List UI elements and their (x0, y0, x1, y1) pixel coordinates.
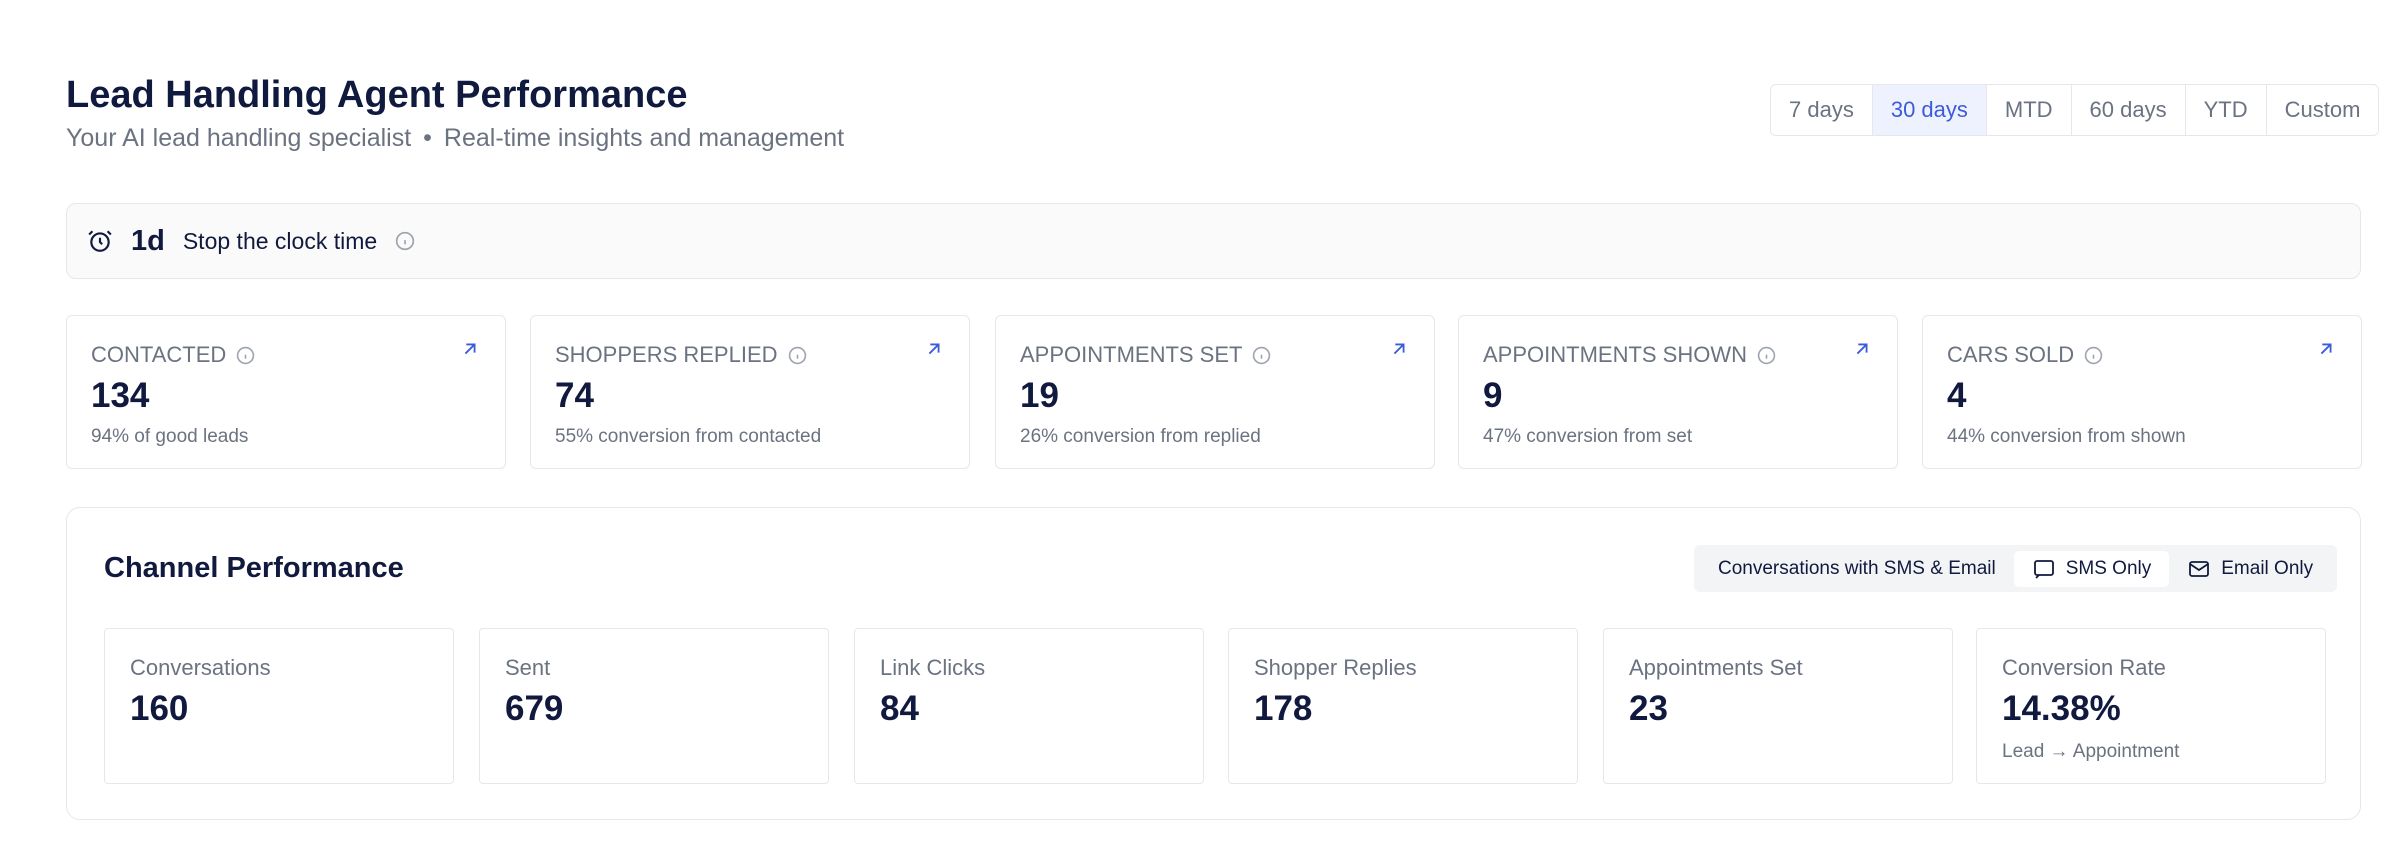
info-icon[interactable] (1252, 346, 1271, 365)
toggle-option[interactable]: Conversations with SMS & Email (1700, 551, 2014, 587)
stat-note: Lead → Appointment (2002, 741, 2180, 762)
subtitle: Your AI lead handling specialist • Real-ti… (66, 124, 844, 153)
stat-value: 23 (1629, 689, 1668, 728)
section-title: Channel Performance (104, 552, 404, 584)
stat-card: Link Clicks 84 (854, 628, 1204, 784)
stat-card: Shopper Replies 178 (1228, 628, 1578, 784)
period-button[interactable]: MTD (1987, 85, 2072, 135)
stat-card: Conversion Rate 14.38% Lead → Appointment (1976, 628, 2326, 784)
clock-label: Stop the clock time (182, 227, 378, 254)
metric-note: 26% conversion from replied (1020, 426, 1261, 447)
stat-value: 14.38% (2002, 689, 2121, 728)
metric-value: 9 (1483, 376, 1503, 415)
metric-value: 74 (555, 376, 594, 415)
toggle-label: Email Only (2221, 557, 2314, 579)
metric-note: 55% conversion from contacted (555, 426, 822, 447)
metric-value: 19 (1020, 376, 1059, 415)
metric-card: APPOINTMENTS SHOWN 9 47% conversion from s… (1458, 315, 1898, 469)
info-icon[interactable] (236, 346, 255, 365)
channel-icon (2033, 559, 2054, 579)
info-icon[interactable] (788, 346, 807, 365)
open-link-icon[interactable] (1388, 338, 1410, 360)
toggle-option[interactable]: Email Only (2169, 551, 2331, 587)
page-title: Lead Handling Agent Performance (66, 74, 688, 116)
metric-label-row: CONTACTED (91, 342, 481, 368)
metric-label-row: APPOINTMENTS SET (1020, 342, 1410, 368)
channel-toggle: Conversations with SMS & Email SMS Only Em… (1694, 545, 2338, 592)
metric-card: CONTACTED 134 94% of good leads (66, 315, 506, 469)
metric-label: CONTACTED (91, 342, 227, 367)
period-button[interactable]: 60 days (2072, 85, 2186, 135)
open-link-icon[interactable] (459, 338, 481, 360)
metric-card: APPOINTMENTS SET 19 26% conversion from re… (995, 315, 1435, 469)
metric-label-row: SHOPPERS REPLIED (555, 342, 945, 368)
period-selector: 7 days 30 days MTD 60 days YTD Custom (1770, 84, 2380, 136)
period-button[interactable]: Custom (2284, 97, 2361, 122)
stat-value: 84 (880, 689, 919, 728)
metric-note: 44% conversion from shown (1947, 426, 2186, 447)
period-button[interactable]: YTD (2186, 85, 2267, 135)
subtitle-part: • (423, 124, 432, 152)
toggle-option[interactable]: SMS Only (2013, 550, 2170, 587)
clock-bar: 1d Stop the clock time (66, 203, 2361, 279)
metric-note: 47% conversion from set (1483, 426, 1693, 447)
stat-card: Sent 679 (479, 628, 829, 784)
alarm-icon (88, 230, 112, 252)
stat-label: Appointments Set (1629, 655, 1803, 680)
stat-card: Appointments Set 23 (1603, 628, 1953, 784)
info-icon[interactable] (2084, 346, 2103, 365)
toggle-label: Conversations with SMS & Email (1718, 557, 1996, 579)
stat-label: Link Clicks (880, 655, 986, 680)
stat-label: Conversations (130, 655, 271, 680)
info-icon[interactable] (1757, 346, 1776, 365)
period-button[interactable]: 30 days (1872, 85, 1987, 135)
metric-card: CARS SOLD 4 44% conversion from shown (1922, 315, 2362, 469)
metric-value: 134 (91, 376, 150, 415)
metric-label: APPOINTMENTS SET (1020, 342, 1243, 367)
metric-note: 94% of good leads (91, 426, 249, 447)
stat-label: Conversion Rate (2002, 655, 2166, 680)
open-link-icon[interactable] (1851, 338, 1873, 360)
stat-value: 160 (130, 689, 189, 728)
metric-value: 4 (1947, 376, 1967, 415)
metric-label-row: CARS SOLD (1947, 342, 2337, 368)
period-button[interactable]: 7 days (1771, 85, 1873, 135)
open-link-icon[interactable] (2315, 338, 2337, 360)
subtitle-part: Your AI lead handling specialist (66, 124, 412, 152)
metric-label: APPOINTMENTS SHOWN (1483, 342, 1748, 367)
metric-label: CARS SOLD (1947, 342, 2075, 367)
stat-value: 178 (1254, 689, 1313, 728)
stat-value: 679 (505, 689, 564, 728)
stat-label: Sent (505, 655, 551, 680)
channel-icon (2189, 560, 2210, 577)
toggle-label: SMS Only (2065, 557, 2152, 579)
open-link-icon[interactable] (923, 338, 945, 360)
stat-label: Shopper Replies (1254, 655, 1417, 680)
stat-card: Conversations 160 (104, 628, 454, 784)
info-icon[interactable] (395, 231, 415, 251)
metric-label-row: APPOINTMENTS SHOWN (1483, 342, 1873, 368)
metric-label: SHOPPERS REPLIED (555, 342, 778, 367)
channel-panel: Channel Performance Conversations with S… (66, 507, 2361, 820)
metric-card: SHOPPERS REPLIED 74 55% conversion from co… (530, 315, 970, 469)
clock-value: 1d (131, 224, 165, 257)
subtitle-part: Real-time insights and management (443, 124, 845, 152)
